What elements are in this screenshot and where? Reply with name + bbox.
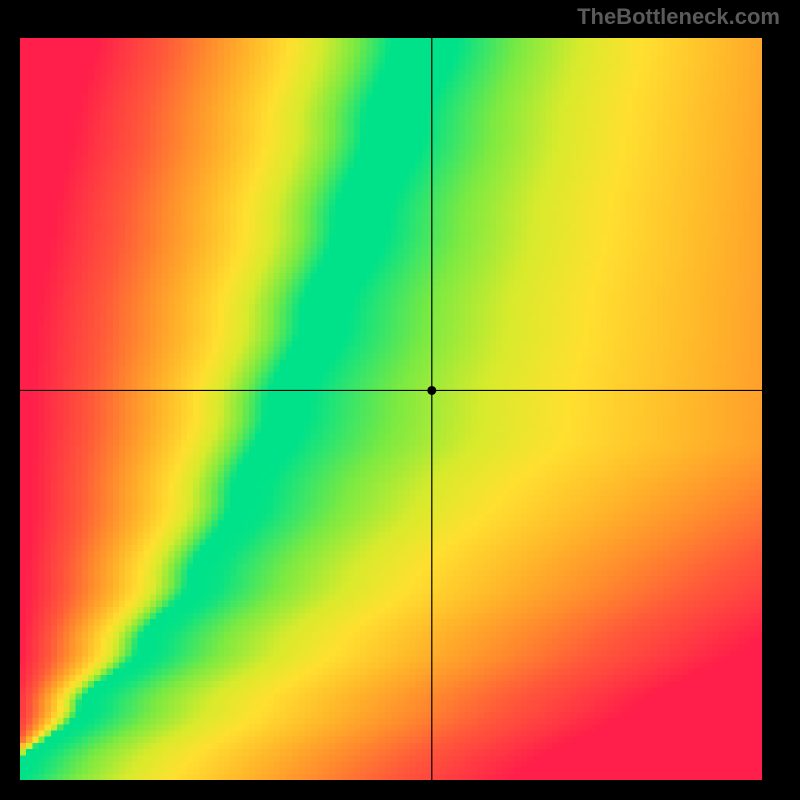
chart-container: { "watermark": { "text": "TheBottleneck.… [0,0,800,800]
bottleneck-heatmap [20,38,762,780]
watermark-text: TheBottleneck.com [577,4,780,30]
